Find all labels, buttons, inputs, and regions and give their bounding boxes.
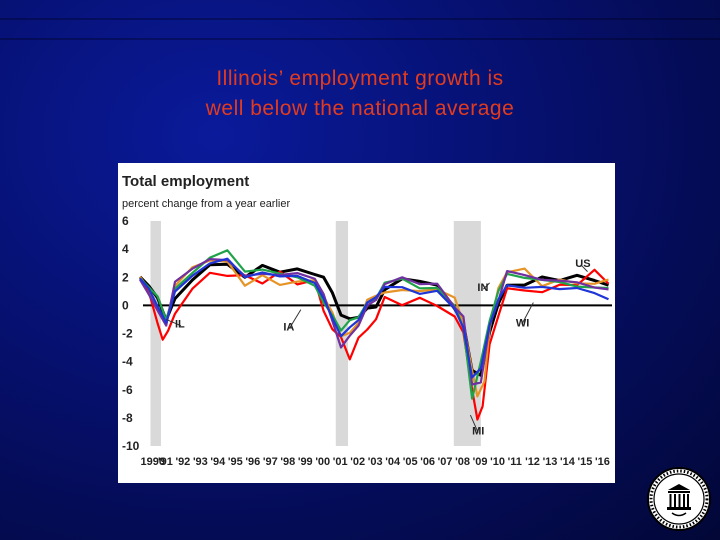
chart-panel: Total employment percent change from a y…	[118, 163, 615, 483]
recession-band	[335, 221, 349, 446]
slide-title: Illinois’ employment growth is well belo…	[0, 64, 720, 124]
x-tick-label: '02	[350, 456, 365, 468]
x-tick-label: '07	[438, 456, 453, 468]
recession-band	[150, 221, 161, 446]
y-tick-label: -8	[122, 411, 133, 425]
annotation-label-in: IN	[477, 282, 488, 294]
x-tick-label: '91	[158, 456, 173, 468]
y-tick-label: -2	[122, 327, 133, 341]
y-tick-label: -4	[122, 355, 133, 369]
x-tick-label: '08	[455, 456, 470, 468]
x-axis-labels: 1990'91'92'93'94'95'96'97'98'99'00'01'02…	[141, 456, 610, 468]
x-tick-label: 1990	[141, 456, 165, 468]
recession-bands	[150, 221, 481, 446]
x-tick-label: '09	[473, 456, 488, 468]
series-line-il	[139, 268, 610, 421]
annotation-leader	[166, 318, 182, 327]
employment-chart: Total employment percent change from a y…	[122, 173, 612, 468]
x-tick-label: '14	[560, 456, 576, 468]
annotation-label-us: US	[575, 258, 590, 270]
x-tick-label: '13	[543, 456, 558, 468]
x-tick-label: '97	[263, 456, 278, 468]
federal-reserve-seal-icon	[647, 467, 711, 531]
annotation-leader	[288, 309, 302, 329]
x-tick-label: '99	[298, 456, 313, 468]
y-tick-label: -10	[122, 439, 140, 453]
y-tick-label: -6	[122, 383, 133, 397]
x-tick-label: '00	[315, 456, 330, 468]
x-tick-label: '10	[490, 456, 505, 468]
chart-subtitle: percent change from a year earlier	[122, 198, 290, 210]
x-tick-label: '98	[280, 456, 295, 468]
slide-title-line-1: Illinois’ employment growth is	[216, 67, 504, 90]
y-tick-label: 2	[122, 270, 129, 284]
y-axis-labels: 6 4 2 0 -2 -4 -6 -8 -10	[122, 214, 140, 453]
background-streak	[0, 38, 720, 40]
series-lines	[138, 249, 610, 421]
x-tick-label: '01	[333, 456, 348, 468]
annotation-leader	[521, 302, 534, 325]
background-streak	[0, 18, 720, 20]
x-tick-label: '94	[210, 456, 226, 468]
annotation-leader	[483, 282, 490, 290]
x-tick-label: '04	[385, 456, 401, 468]
x-tick-label: '15	[578, 456, 593, 468]
x-tick-label: '11	[508, 456, 522, 468]
annotation-leader	[580, 264, 588, 272]
annotation-label-mi: MI	[472, 426, 484, 438]
x-tick-label: '93	[193, 456, 208, 468]
y-tick-label: 4	[122, 242, 129, 256]
x-tick-label: '96	[245, 456, 260, 468]
x-tick-label: '95	[228, 456, 243, 468]
x-tick-label: '03	[368, 456, 383, 468]
annotation-label-ia: IA	[283, 321, 294, 333]
chart-title: Total employment	[122, 173, 249, 190]
annotation-leader	[469, 414, 479, 433]
x-tick-label: '16	[595, 456, 610, 468]
series-line-wi	[139, 257, 609, 379]
series-line-mi	[139, 258, 609, 386]
x-tick-label: '05	[403, 456, 418, 468]
series-line-in	[139, 259, 609, 398]
x-tick-label: '06	[420, 456, 435, 468]
y-tick-label: 0	[122, 298, 129, 312]
x-tick-label: '12	[525, 456, 540, 468]
annotation-label-wi: WI	[516, 317, 529, 329]
y-tick-label: 6	[122, 214, 129, 228]
x-tick-label: '92	[175, 456, 190, 468]
annotation-label-il: IL	[175, 319, 185, 331]
series-annotations: US IN IL IA WI MI	[166, 258, 591, 438]
slide-title-line-2: well below the national average	[205, 97, 515, 120]
